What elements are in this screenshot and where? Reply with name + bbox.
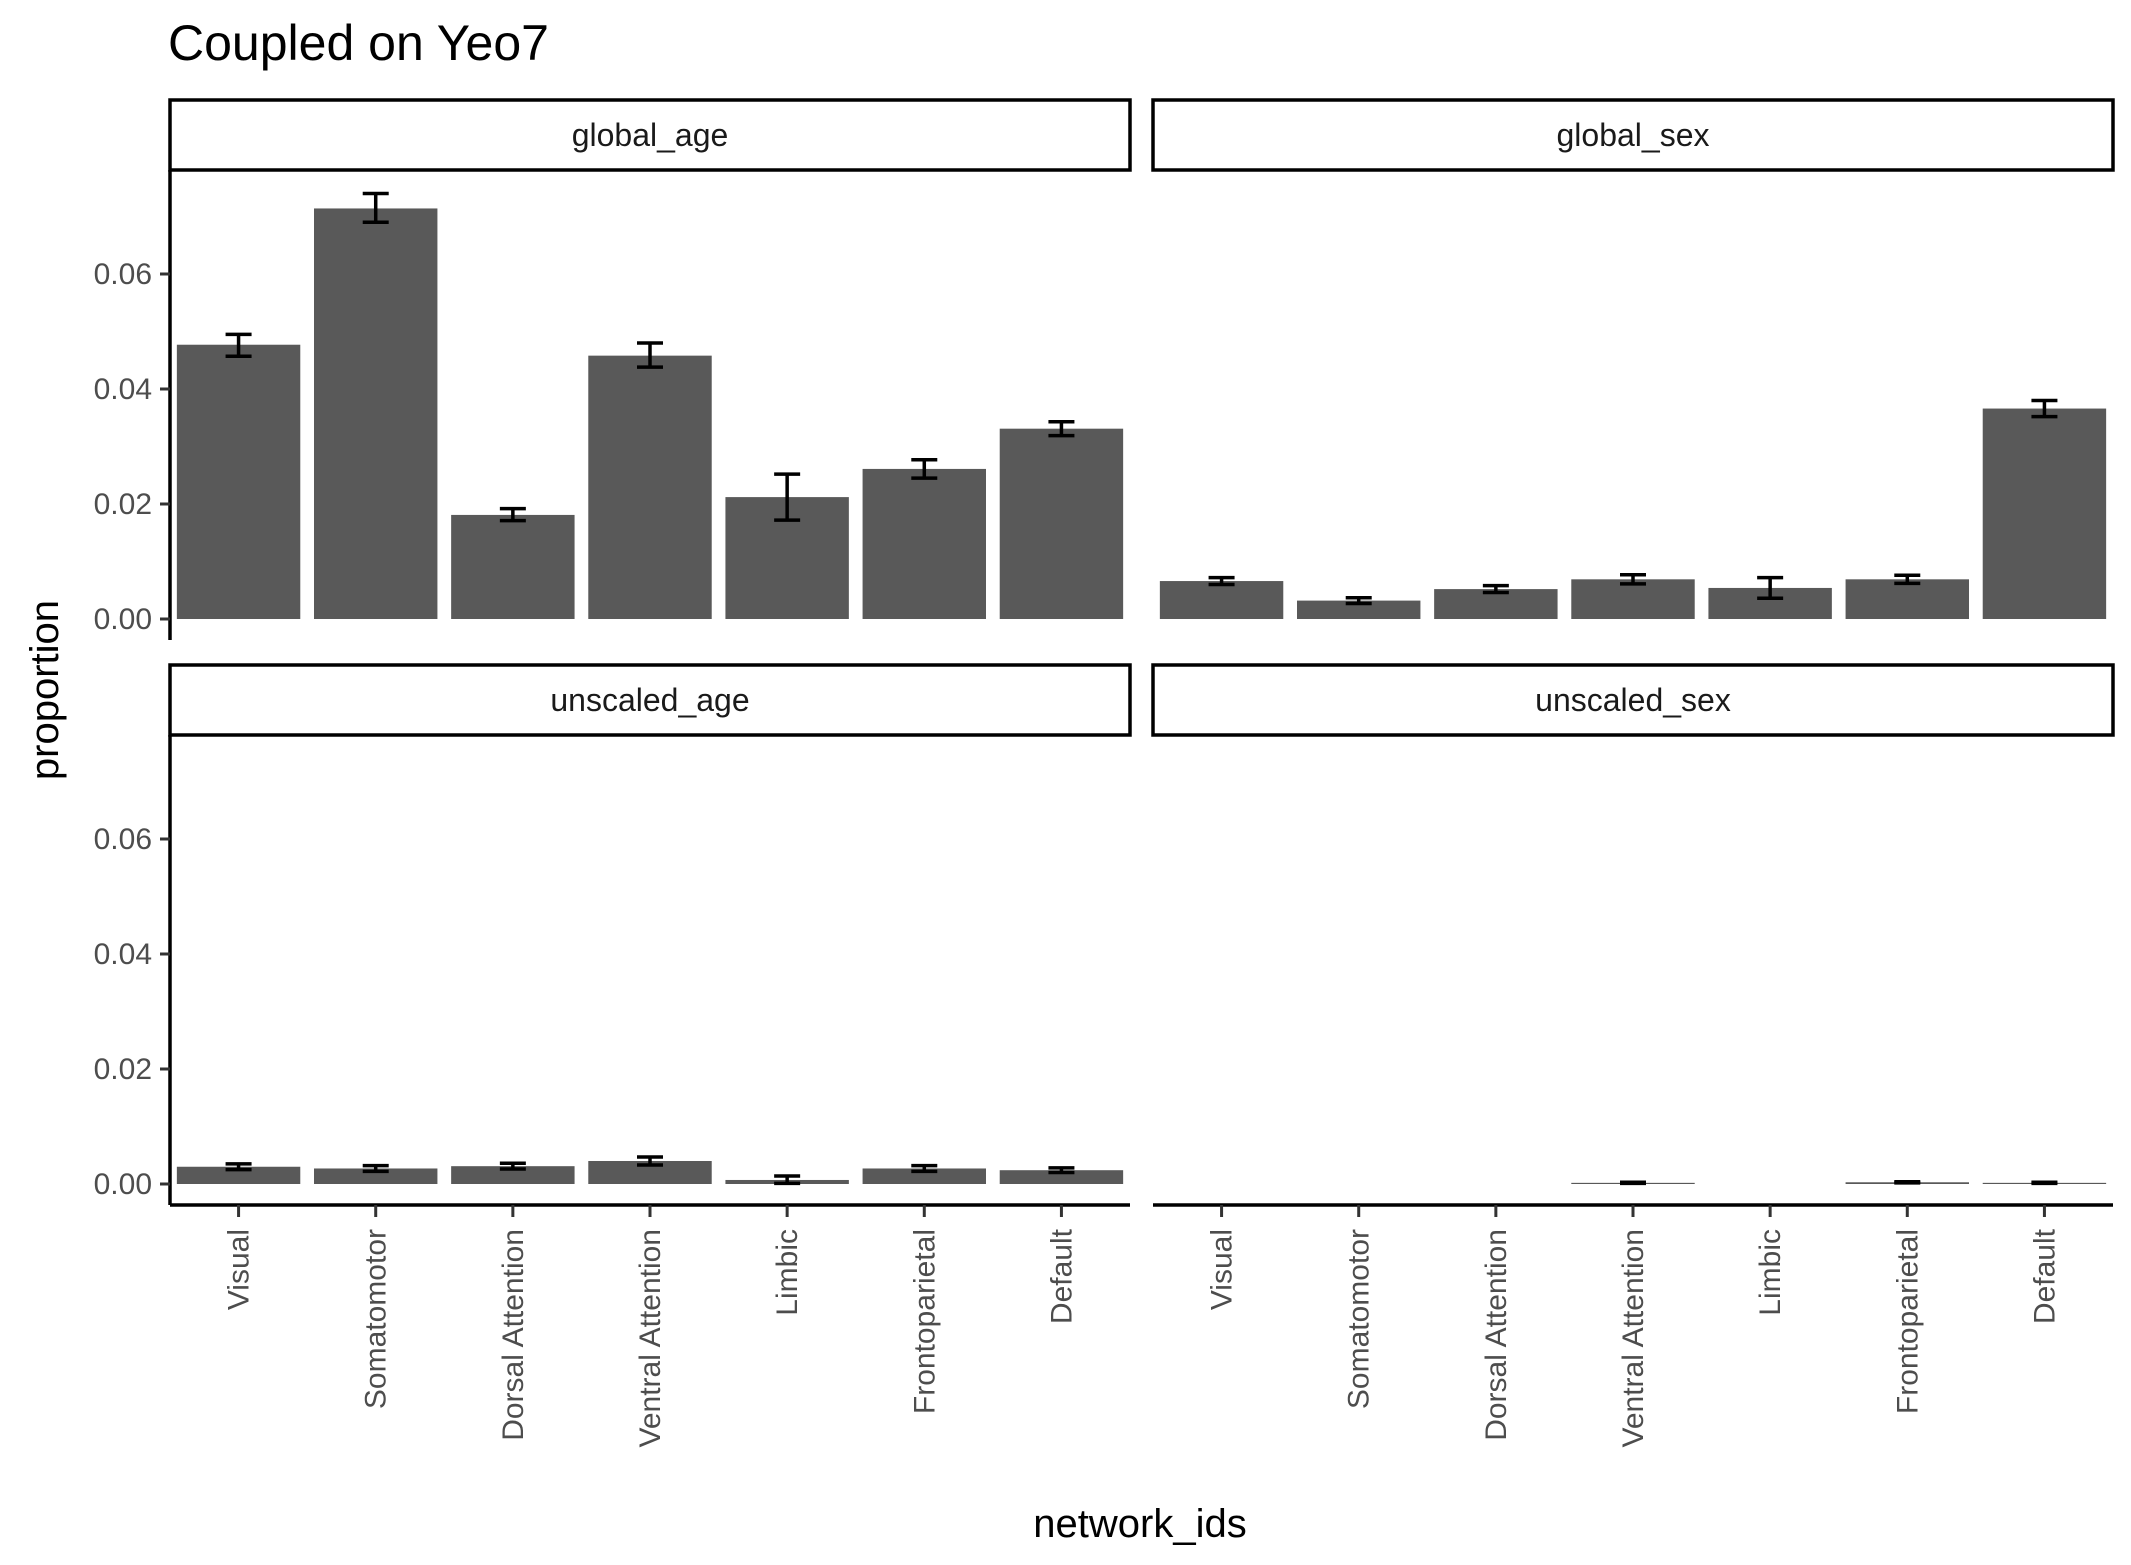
x-tick-label-unscaled_age-5: Limbic xyxy=(771,1229,804,1316)
bar-global_sex-6 xyxy=(1845,579,1969,619)
x-tick-label-unscaled_sex-2: Somatomotor xyxy=(1343,1229,1376,1409)
error-bar-unscaled_age-5 xyxy=(774,1174,801,1186)
facet-strip-unscaled_sex xyxy=(1151,663,2115,737)
error-bar-unscaled_age-3 xyxy=(499,1161,526,1171)
error-bar-global_sex-5 xyxy=(1757,575,1784,601)
y-tick-label-global_age-0: 0.00 xyxy=(94,603,152,636)
x-tick-label-unscaled_age-2: Somatomotor xyxy=(360,1229,393,1409)
y-tick-label-global_age-3: 0.06 xyxy=(94,258,152,291)
facet-unscaled_age: unscaled_age 0.00 0.02 0.04 0.06 Visual Somato… xyxy=(94,663,1132,1448)
y-tick-label-unscaled_age-2: 0.04 xyxy=(94,938,152,971)
y-tick-label-unscaled_age-0: 0.00 xyxy=(94,1168,152,1201)
bar-unscaled_age-1 xyxy=(176,1166,301,1184)
error-bar-global_age-4 xyxy=(637,341,663,369)
bar-unscaled_age-4 xyxy=(588,1161,712,1184)
bar-unscaled_age-3 xyxy=(451,1166,575,1184)
x-tick-label-unscaled_sex-5: Limbic xyxy=(1754,1229,1787,1316)
error-bar-global_age-2 xyxy=(362,191,389,224)
y-tick-label-global_age-2: 0.04 xyxy=(94,373,152,406)
y-tick-label-unscaled_age-3: 0.06 xyxy=(94,823,152,856)
facet-strip-label-global_sex: global_sex xyxy=(1557,117,1710,153)
error-bar-global_age-6 xyxy=(911,457,938,480)
bar-global_age-6 xyxy=(862,468,986,619)
bar-global_sex-4 xyxy=(1571,579,1695,619)
x-axis-title: network_ids xyxy=(1033,1502,1246,1546)
error-bar-global_age-3 xyxy=(499,506,526,523)
bar-global_sex-7 xyxy=(1982,408,2107,619)
error-bar-global_sex-1 xyxy=(1208,575,1235,587)
error-bar-unscaled_sex-6 xyxy=(1894,1179,1921,1185)
error-bar-unscaled_sex-4 xyxy=(1620,1180,1646,1186)
error-bar-unscaled_age-2 xyxy=(362,1163,389,1174)
bar-unscaled_age-2 xyxy=(314,1168,438,1184)
bar-global_age-2 xyxy=(314,208,438,619)
facet-strip-label-unscaled_age: unscaled_age xyxy=(550,682,749,718)
error-bar-global_sex-2 xyxy=(1345,595,1372,606)
y-tick-label-global_age-1: 0.02 xyxy=(94,488,152,521)
error-bar-unscaled_age-4 xyxy=(637,1155,663,1167)
facet-strip-global_age xyxy=(168,98,1132,172)
bar-global_age-7 xyxy=(999,428,1124,619)
x-tick-label-unscaled_age-3: Dorsal Attention xyxy=(497,1229,530,1441)
facet-global_sex: global_sex xyxy=(1151,98,2115,619)
error-bar-global_sex-6 xyxy=(1894,573,1921,586)
bar-global_age-4 xyxy=(588,355,712,619)
error-bar-unscaled_age-6 xyxy=(911,1163,938,1174)
error-bar-unscaled_sex-7 xyxy=(2031,1180,2058,1186)
facet-strip-label-global_age: global_age xyxy=(572,117,729,153)
x-tick-label-unscaled_sex-4: Ventral Attention xyxy=(1617,1229,1650,1448)
bar-unscaled_age-7 xyxy=(999,1170,1124,1184)
x-tick-label-unscaled_age-1: Visual xyxy=(223,1229,256,1310)
x-tick-label-unscaled_sex-1: Visual xyxy=(1206,1229,1239,1310)
error-bar-global_age-7 xyxy=(1048,420,1075,438)
y-axis-title: proportion xyxy=(23,600,67,780)
x-tick-label-unscaled_sex-3: Dorsal Attention xyxy=(1480,1229,1513,1441)
facet-global_age: global_age 0.00 0.02 0.04 0.06 xyxy=(94,98,1132,640)
error-bar-global_sex-4 xyxy=(1620,572,1646,586)
x-tick-label-unscaled_age-7: Default xyxy=(1045,1228,1078,1324)
error-bar-global_sex-3 xyxy=(1482,583,1509,595)
facet-unscaled_sex: unscaled_sex Visual Somatomotor Dorsal Atte… xyxy=(1151,663,2115,1448)
chart-title: Coupled on Yeo7 xyxy=(168,15,549,71)
error-bar-global_age-5 xyxy=(774,472,801,522)
facet-strip-label-unscaled_sex: unscaled_sex xyxy=(1535,682,1731,718)
error-bar-global_sex-7 xyxy=(2031,398,2058,419)
x-tick-label-unscaled_sex-7: Default xyxy=(2028,1228,2061,1324)
bar-global_sex-1 xyxy=(1159,581,1284,619)
y-tick-label-unscaled_age-1: 0.02 xyxy=(94,1053,152,1086)
bar-global_sex-2 xyxy=(1297,600,1421,619)
facet-strip-unscaled_age xyxy=(168,663,1132,737)
error-bar-unscaled_age-7 xyxy=(1048,1166,1075,1175)
bar-global_age-3 xyxy=(451,514,575,619)
x-tick-label-unscaled_age-6: Frontoparietal xyxy=(908,1229,941,1414)
bar-unscaled_age-6 xyxy=(862,1168,986,1184)
facet-panels: global_age 0.00 0.02 0.04 0.06 global_sexunsc… xyxy=(94,98,2115,1448)
error-bar-unscaled_age-1 xyxy=(225,1162,252,1172)
facet-strip-global_sex xyxy=(1151,98,2115,172)
error-bar-global_age-1 xyxy=(225,332,252,358)
x-tick-label-unscaled_sex-6: Frontoparietal xyxy=(1891,1229,1924,1414)
bar-global_age-1 xyxy=(176,344,301,619)
x-tick-label-unscaled_age-4: Ventral Attention xyxy=(634,1229,667,1448)
